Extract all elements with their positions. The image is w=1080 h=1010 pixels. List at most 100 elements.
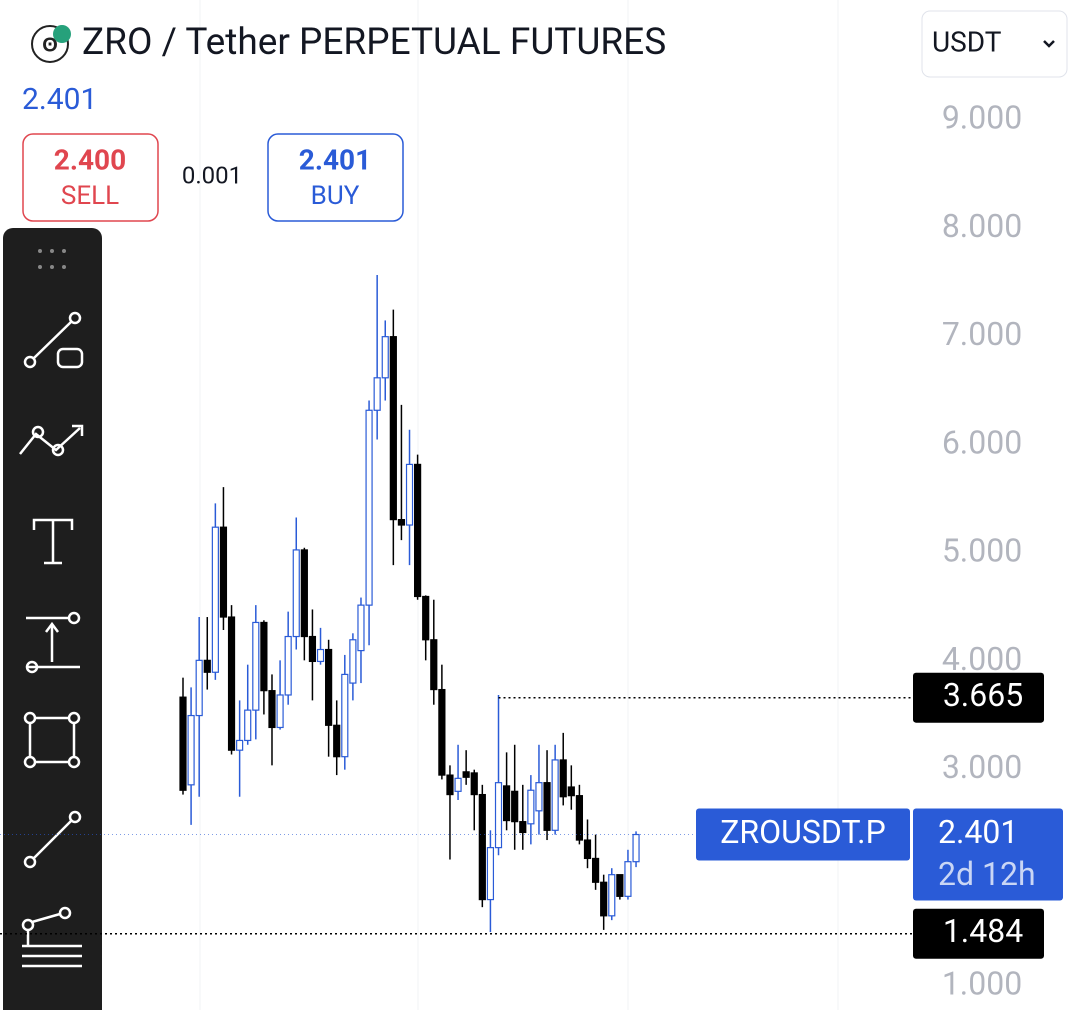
last-price: 2.401 <box>22 82 97 117</box>
chevron <box>1043 40 1055 48</box>
candle-body <box>300 549 308 638</box>
candle-body <box>624 861 632 897</box>
candle-body <box>211 526 219 673</box>
candle-body <box>268 690 276 729</box>
candle-body <box>591 857 600 883</box>
candle-body <box>543 782 551 831</box>
candle-body <box>567 786 575 797</box>
candle-body <box>600 881 608 917</box>
tool-trend[interactable] <box>19 424 84 457</box>
candle-body <box>608 874 616 917</box>
high-label: 3.665 <box>943 676 1023 714</box>
tool-fib[interactable] <box>21 906 82 968</box>
sell-price[interactable]: 2.400 <box>54 143 126 176</box>
low-box <box>913 908 1044 959</box>
tool-measure[interactable] <box>25 611 81 674</box>
currency-select[interactable] <box>921 10 1068 78</box>
tether-icon <box>53 25 71 43</box>
spread: 0.001 <box>182 161 242 189</box>
toolbar <box>3 228 102 1010</box>
candle-body <box>462 771 470 778</box>
candle-body <box>583 839 592 860</box>
candle-body <box>381 336 389 379</box>
y-tick-label: 7.000 <box>942 315 1022 353</box>
plot <box>179 274 640 933</box>
candle-body <box>422 595 430 641</box>
countdown: 2d 12h <box>938 855 1036 893</box>
tool-line[interactable] <box>23 810 82 869</box>
candle-body <box>430 639 438 691</box>
candle-body <box>284 635 292 696</box>
tool-text[interactable] <box>32 518 74 565</box>
y-tick-label: 3.000 <box>942 748 1022 786</box>
y-tick-label: 6.000 <box>942 423 1022 461</box>
sell-label[interactable]: SELL <box>61 181 119 211</box>
candle-body <box>316 648 325 663</box>
buy-button[interactable] <box>267 133 404 222</box>
candle-body <box>519 821 527 834</box>
candle-body <box>470 772 478 796</box>
candle-body <box>551 759 559 831</box>
buy-price[interactable]: 2.401 <box>299 143 371 176</box>
candle-body <box>389 336 397 521</box>
candle-body <box>535 782 543 812</box>
candle-body <box>511 790 519 823</box>
candle-body <box>187 714 195 786</box>
candle-body <box>575 795 584 841</box>
low-label: 1.484 <box>943 912 1023 950</box>
candle-body <box>486 847 495 901</box>
candle-body <box>478 793 486 901</box>
candle-body <box>373 377 381 411</box>
title: ZRO / Tether PERPETUAL FUTURES <box>82 21 666 64</box>
symbol-box <box>696 808 910 861</box>
candle-body <box>244 709 252 742</box>
candle-body <box>397 519 406 526</box>
y-tick-label: 8.000 <box>942 207 1022 245</box>
candle-body <box>559 759 567 798</box>
candle-body <box>333 724 341 758</box>
candle-body <box>365 409 373 606</box>
candle-body <box>260 621 268 692</box>
y-tick-label: 4.000 <box>942 640 1022 678</box>
y-tick-label: 5.000 <box>942 532 1022 570</box>
candle-body <box>195 659 203 717</box>
candle-body <box>227 616 236 751</box>
y-tick-label: 9.000 <box>942 99 1022 137</box>
candle-body <box>405 463 414 526</box>
candle-body <box>236 739 244 751</box>
last-price-box <box>913 808 1063 901</box>
candle-body <box>325 648 333 726</box>
candle-body <box>494 782 503 849</box>
candle-body <box>616 874 624 897</box>
sell-button[interactable] <box>22 133 159 222</box>
candle-body <box>292 549 300 638</box>
candle-body <box>179 696 187 791</box>
candle-body <box>276 694 284 729</box>
candle-body <box>414 463 422 598</box>
candle-body <box>632 833 640 863</box>
candle-body <box>349 639 357 684</box>
symbol-label: ZROUSDT.P <box>720 813 886 851</box>
candle-body <box>203 659 211 673</box>
candle-body <box>252 621 260 711</box>
buy-label[interactable]: BUY <box>311 181 360 211</box>
coin-icon-glyph: ʘ <box>42 32 58 56</box>
y-tick-label: 1.000 <box>942 965 1022 1003</box>
high-box <box>913 672 1044 723</box>
candle-body <box>438 688 446 776</box>
candle-body <box>308 635 317 663</box>
candle-body <box>446 774 454 796</box>
candle-body <box>357 604 365 652</box>
currency[interactable]: USDT <box>932 25 1002 58</box>
drag-handle <box>38 249 66 269</box>
candle-body <box>454 777 462 792</box>
tool-line-shape[interactable] <box>23 311 84 369</box>
candle-body <box>219 526 228 618</box>
candle-body <box>527 789 535 825</box>
last-price-label: 2.401 <box>938 813 1018 851</box>
candle-body <box>341 673 349 758</box>
tool-rect[interactable] <box>23 711 81 769</box>
candle-body <box>503 785 511 822</box>
